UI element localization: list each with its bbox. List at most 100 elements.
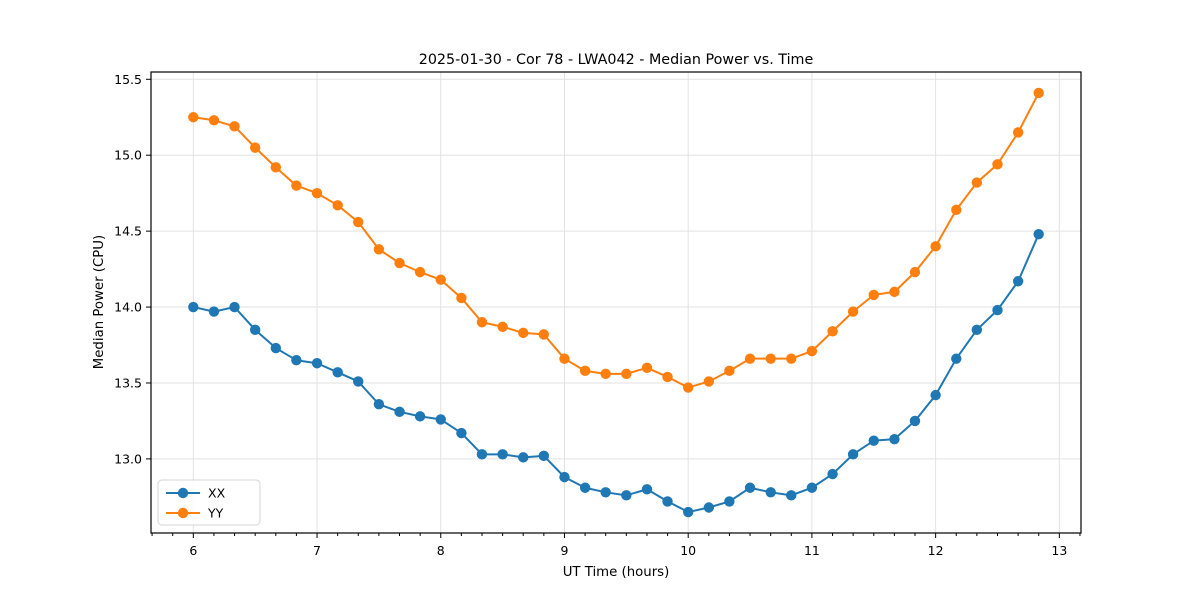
series-XX-point [827, 468, 838, 480]
series-XX-point [724, 496, 735, 507]
series-YY-point [249, 142, 261, 153]
series-YY-point [868, 289, 879, 301]
series-XX-point [538, 450, 550, 462]
series-XX-point [621, 490, 632, 501]
series-YY-point [497, 321, 508, 332]
series-XX-point [559, 471, 570, 483]
series-YY-point [538, 329, 550, 340]
x-tick-label: 12 [928, 543, 944, 558]
series-XX-point [600, 487, 611, 498]
plot-border [150, 71, 1082, 534]
series-XX-point [373, 399, 385, 410]
series-XX-point [270, 342, 282, 354]
y-tick-label: 14.0 [114, 300, 142, 315]
series-YY-point [291, 180, 302, 191]
series-YY-point [456, 292, 467, 304]
series-YY-point [476, 317, 488, 328]
series-YY-point [579, 365, 591, 377]
series-XX-point [847, 449, 859, 460]
series-YY-point [1033, 87, 1044, 99]
legend-marker [177, 507, 189, 519]
y-axis-label: Median Power (CPU) [92, 235, 107, 369]
series-XX-point [1033, 228, 1044, 240]
series-YY-point [208, 115, 220, 126]
series-YY-point [332, 200, 343, 211]
series-XX-point [291, 355, 302, 366]
series-YY-point [909, 266, 921, 278]
y-tick-label: 13.0 [114, 451, 142, 466]
series-YY-point [992, 159, 1003, 170]
series-YY-line [193, 92, 1040, 389]
series-XX-point [476, 449, 488, 460]
series-YY-point [1012, 127, 1024, 138]
x-tick-label: 10 [680, 543, 696, 558]
series-XX-point [744, 482, 756, 493]
series-XX-point [497, 449, 508, 460]
series-YY-point [786, 353, 797, 364]
series-YY-point [806, 345, 818, 357]
y-tick-label: 13.5 [114, 375, 142, 390]
series-YY-point [662, 371, 673, 383]
series-XX-point [1012, 276, 1024, 287]
series-XX-point [641, 484, 653, 495]
legend-label-YY: YY [207, 506, 224, 521]
series-YY-point [559, 353, 570, 364]
x-tick-label: 9 [560, 543, 568, 558]
x-tick-label: 13 [1051, 543, 1067, 558]
x-axis-label: UT Time (hours) [563, 565, 670, 580]
series-YY-point [394, 257, 405, 269]
x-tick-label: 7 [313, 543, 321, 558]
series-YY-point [435, 274, 446, 285]
series-YY-point [744, 353, 756, 364]
series-XX-point [311, 358, 323, 369]
chart-title: 2025-01-30 - Cor 78 - LWA042 - Median Po… [419, 52, 814, 68]
series-XX-point [909, 415, 921, 427]
series-YY-point [373, 244, 385, 255]
series-XX-point [806, 482, 818, 493]
series-XX-point [662, 496, 673, 507]
series-YY-point [270, 162, 282, 173]
y-tick-label: 15.5 [114, 72, 142, 87]
series-XX-point [249, 324, 261, 336]
series-YY-point [600, 368, 611, 380]
series-YY-point [682, 382, 694, 393]
series-XX-point [518, 452, 529, 463]
series-YY-point [188, 112, 199, 123]
series-XX-point [456, 427, 467, 439]
x-tick-label: 6 [189, 543, 197, 558]
plot-area: 6 7 8 9 10 11 12 13 13.0 13.5 14.0 14.5 15.0 15.5 XX YY [114, 71, 1082, 558]
series-YY-point [518, 327, 529, 339]
series-XX-point [394, 406, 405, 418]
series-XX-point [889, 433, 900, 445]
series-YY-point [353, 216, 364, 228]
series-YY-point [765, 353, 776, 364]
series-XX-point [188, 301, 199, 313]
series-YY-point [641, 362, 653, 373]
series-XX-point [229, 301, 240, 313]
series-YY-point [703, 376, 715, 387]
legend-marker [177, 487, 189, 499]
series-XX-point [786, 490, 797, 501]
legend-label-XX: XX [208, 486, 226, 501]
y-tick-label: 15.0 [114, 148, 142, 163]
series-XX-point [332, 367, 343, 378]
series-YY-point [724, 365, 735, 377]
series-XX-point [951, 353, 962, 364]
series-XX-point [930, 389, 941, 401]
series-YY-point [414, 266, 426, 278]
series-XX-point [579, 482, 591, 493]
series-YY-point [827, 326, 838, 337]
series-XX-point [353, 376, 364, 387]
series-YY-point [311, 187, 323, 199]
series-XX-point [971, 324, 983, 336]
series-XX-point [703, 502, 715, 513]
series-XX-point [435, 414, 446, 425]
y-tick-label: 14.5 [114, 224, 142, 239]
series-YY-point [971, 177, 983, 188]
series-XX-point [208, 306, 220, 317]
series-YY-point [847, 306, 859, 317]
series-XX-point [868, 435, 879, 446]
series-YY-point [951, 204, 962, 216]
